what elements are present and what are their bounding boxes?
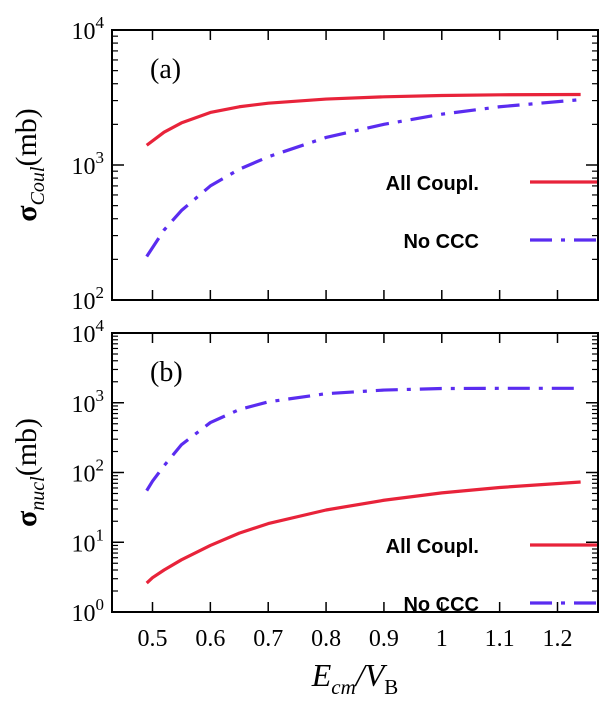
- x-axis-subscript: cm: [331, 675, 356, 699]
- legend-label: No CCC: [403, 594, 479, 616]
- y-tick-base: 10: [72, 289, 96, 315]
- y-tick-label: 102: [72, 283, 105, 315]
- y-tick-label: 102: [72, 456, 105, 488]
- y-tick-base: 10: [72, 601, 96, 627]
- y-axis-title: σCoul(mb): [10, 108, 49, 222]
- x-tick-label: 0.5: [138, 626, 168, 652]
- x-tick-label: 0.7: [253, 626, 283, 652]
- x-tick-label: 1.1: [485, 626, 515, 652]
- x-tick-label: 1.2: [543, 626, 573, 652]
- y-tick-base: 10: [72, 531, 96, 557]
- y-tick-exponent: 4: [96, 13, 105, 32]
- y-axis-unit: (mb): [10, 108, 43, 166]
- y-tick-label: 101: [72, 525, 105, 557]
- plot-frame: [111, 332, 599, 613]
- legend-label: All Coupl.: [386, 173, 479, 195]
- y-tick-base: 10: [72, 392, 96, 418]
- y-tick-label: 104: [72, 13, 105, 45]
- y-tick-exponent: 3: [96, 386, 105, 405]
- y-tick-base: 10: [72, 19, 96, 45]
- y-tick-exponent: 1: [96, 525, 105, 544]
- series-line-no-ccc: [145, 386, 581, 492]
- panel-label: (a): [150, 54, 181, 85]
- x-tick-label: 0.9: [369, 626, 399, 652]
- x-tick-label: 0.8: [311, 626, 341, 652]
- y-axis-subscript: Coul: [27, 166, 49, 205]
- y-tick-exponent: 3: [96, 148, 105, 167]
- legend-label: No CCC: [403, 231, 479, 253]
- y-tick-label: 103: [72, 148, 105, 180]
- y-tick-label: 104: [72, 316, 105, 348]
- y-axis-title: σnucl(mb): [10, 418, 49, 527]
- y-tick-exponent: 2: [96, 283, 105, 302]
- series-line-all-coupl: [145, 480, 581, 585]
- y-tick-base: 10: [72, 154, 96, 180]
- x-axis-symbol: E: [311, 657, 332, 693]
- x-axis-subscript-2: B: [384, 675, 398, 699]
- plot-frame: [111, 29, 599, 301]
- y-axis-unit: (mb): [10, 418, 43, 476]
- x-axis-divisor: /V: [354, 657, 388, 693]
- panel-label: (b): [150, 357, 183, 388]
- y-axis-symbol: σ: [10, 205, 43, 222]
- y-tick-base: 10: [72, 322, 96, 348]
- y-tick-label: 103: [72, 386, 105, 418]
- legend-label: All Coupl.: [386, 536, 479, 558]
- y-tick-base: 10: [72, 462, 96, 488]
- series-line-all-coupl: [145, 92, 581, 147]
- x-axis-title-text: Ecm/VB: [311, 657, 399, 699]
- x-tick-label: 0.6: [195, 626, 225, 652]
- y-tick-exponent: 4: [96, 316, 105, 335]
- y-axis-subscript: nucl: [27, 476, 49, 511]
- series-line-no-ccc: [145, 98, 581, 258]
- x-axis-title: Ecm/VB: [311, 657, 399, 699]
- y-axis-symbol: σ: [10, 510, 43, 527]
- y-tick-exponent: 0: [96, 595, 105, 614]
- y-tick-label: 100: [72, 595, 105, 627]
- y-tick-exponent: 2: [96, 456, 105, 475]
- x-tick-label: 1: [436, 626, 448, 652]
